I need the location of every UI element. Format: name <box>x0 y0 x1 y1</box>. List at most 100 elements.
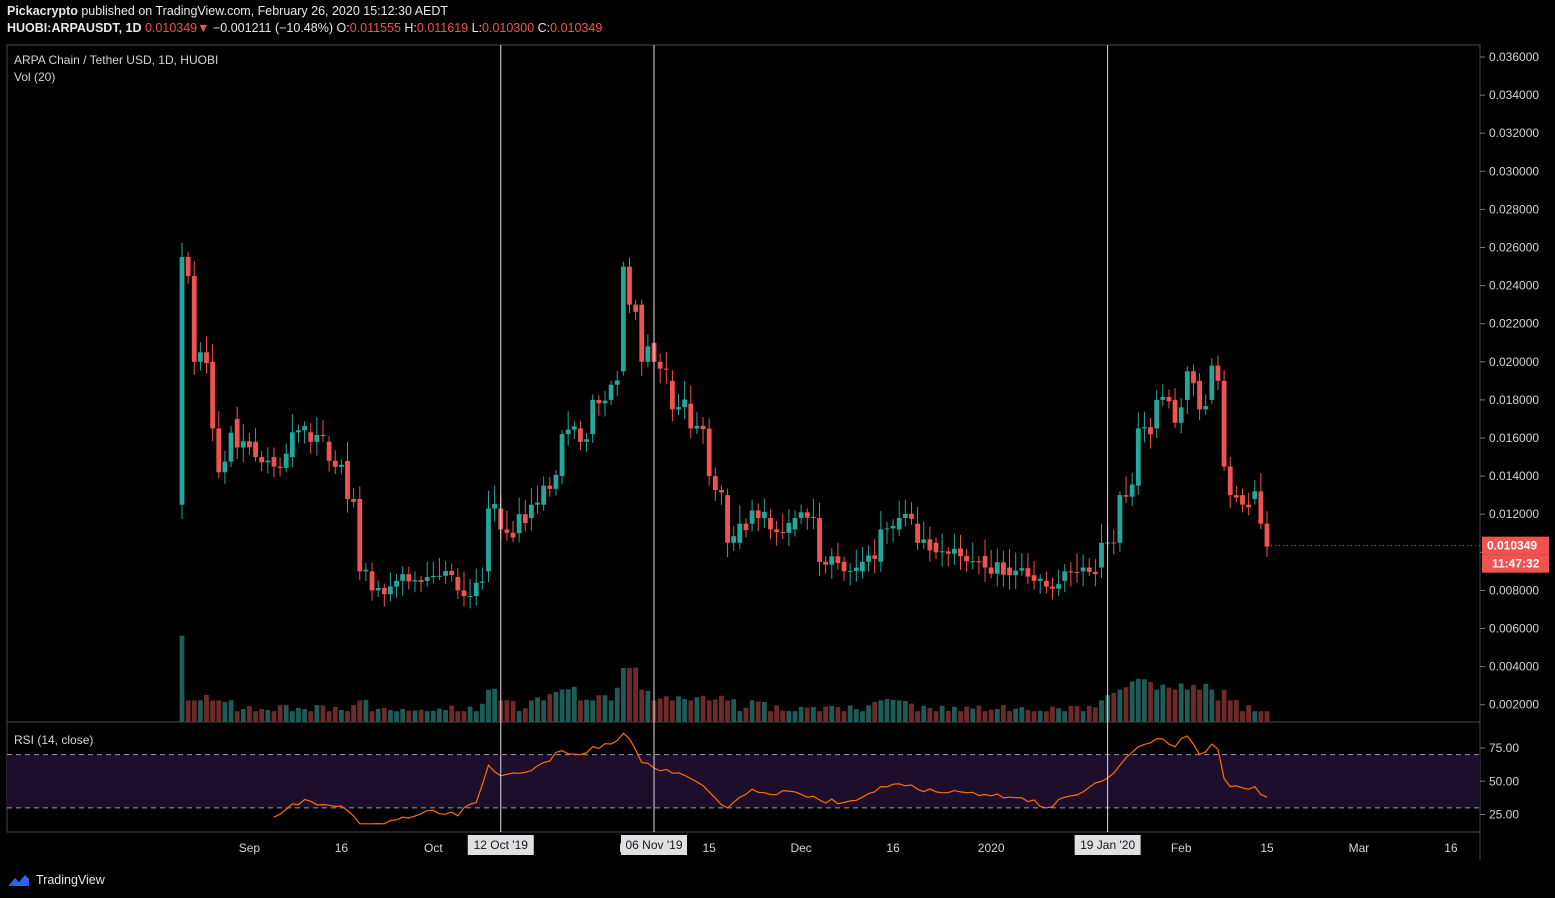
candle-body <box>657 361 663 369</box>
candle-body <box>1056 584 1061 589</box>
marker-date-label: 12 Oct '19 <box>474 838 529 852</box>
candle-body <box>253 441 258 458</box>
symbol-label[interactable]: HUOBI:ARPAUSDT, 1D <box>7 21 142 35</box>
rsi-line <box>273 732 1268 825</box>
time-tick-label: Oct <box>424 841 443 855</box>
volume-bar <box>939 705 945 722</box>
volume-bar <box>197 700 203 722</box>
candle-body <box>847 570 853 572</box>
candle-body <box>1013 570 1019 576</box>
published-text: published on TradingView.com, February 2… <box>81 4 449 18</box>
volume-bar <box>492 688 498 722</box>
candle-body <box>951 548 957 554</box>
volume-bar <box>529 700 534 722</box>
candle-body <box>197 352 203 362</box>
rsi-tick-label: 50.00 <box>1489 774 1519 788</box>
candle-body <box>1191 371 1196 384</box>
candle-body <box>443 571 448 576</box>
candle-body <box>418 580 424 582</box>
price-chart[interactable]: 0.0020000.0040000.0060000.0080000.010000… <box>0 40 1555 865</box>
chart-title: ARPA Chain / Tether USD, 1D, HUOBI <box>14 53 218 67</box>
volume-bar <box>1148 682 1153 722</box>
volume-bar <box>351 705 357 722</box>
volume-bar <box>1013 708 1019 722</box>
volume-bar <box>381 707 387 722</box>
candle-body <box>302 426 307 431</box>
volume-bar <box>449 705 455 722</box>
candle-body <box>853 567 859 571</box>
candle-body <box>1258 491 1264 524</box>
volume-bar <box>902 701 908 722</box>
candle-body <box>602 400 608 404</box>
volume-bar <box>1099 700 1104 722</box>
candle-body <box>1142 427 1147 429</box>
candle-body <box>1117 495 1123 543</box>
candle-body <box>1227 466 1233 496</box>
volume-bar <box>320 705 326 722</box>
candle-body <box>437 575 442 577</box>
volume-bar <box>584 699 589 722</box>
volume-bar <box>277 705 283 722</box>
candle-body <box>835 556 841 564</box>
volume-bar <box>1080 711 1086 722</box>
candle-body <box>510 532 516 538</box>
publisher-name[interactable]: Pickacrypto <box>7 4 78 18</box>
candle-body <box>1129 484 1135 497</box>
candle-body <box>412 580 418 582</box>
candle-body <box>774 529 780 533</box>
tradingview-logo[interactable]: TradingView <box>7 870 105 890</box>
price-tick-label: 0.032000 <box>1489 126 1539 140</box>
candle-body <box>535 502 540 505</box>
candle-body <box>516 514 522 534</box>
candle-body <box>473 582 479 597</box>
volume-bar <box>884 699 890 722</box>
volume-bar <box>1111 692 1117 722</box>
volume-bar <box>179 635 185 722</box>
low-label: L: <box>471 21 483 35</box>
volume-bar <box>645 690 651 722</box>
volume-bar <box>565 689 571 722</box>
volume-bar <box>798 707 804 722</box>
volume-bar <box>1092 707 1098 722</box>
candle-body <box>1246 504 1252 508</box>
candle-body <box>755 510 761 519</box>
volume-bar <box>620 668 626 722</box>
candle-body <box>228 432 234 462</box>
volume-bar <box>823 706 829 722</box>
volume-bar <box>964 706 970 722</box>
volume-bar <box>394 711 399 722</box>
volume-bar <box>725 700 730 722</box>
price-tick-label: 0.002000 <box>1489 698 1539 712</box>
volume-bar <box>872 701 878 722</box>
candle-body <box>768 518 773 530</box>
candle-body <box>645 346 651 362</box>
volume-bar <box>345 711 350 722</box>
time-tick-label: 15 <box>1260 841 1274 855</box>
volume-bar <box>412 710 418 722</box>
volume-bar <box>406 710 412 722</box>
volume-bar <box>1154 689 1160 722</box>
volume-bar <box>1264 711 1270 722</box>
candle-body <box>896 518 902 530</box>
volume-bar <box>676 696 681 722</box>
candle-body <box>620 266 626 372</box>
volume-bar <box>627 668 632 722</box>
candle-body <box>1154 399 1160 429</box>
volume-bar <box>338 710 344 722</box>
candle-body <box>1203 406 1209 410</box>
candle-body <box>1111 542 1117 544</box>
candle-body <box>866 555 871 562</box>
volume-bar <box>614 687 620 722</box>
volume-bar <box>1227 700 1233 722</box>
candle-body <box>749 510 755 524</box>
candle-body <box>449 571 455 575</box>
candle-body <box>590 399 596 435</box>
candle-body <box>915 523 920 543</box>
volume-bar <box>437 708 442 722</box>
time-tick-label: 2020 <box>978 841 1005 855</box>
candle-body <box>1099 542 1104 568</box>
price-tick-label: 0.020000 <box>1489 355 1539 369</box>
low-value: 0.010300 <box>482 21 535 35</box>
candle-body <box>994 562 1000 574</box>
volume-bar <box>314 705 320 722</box>
